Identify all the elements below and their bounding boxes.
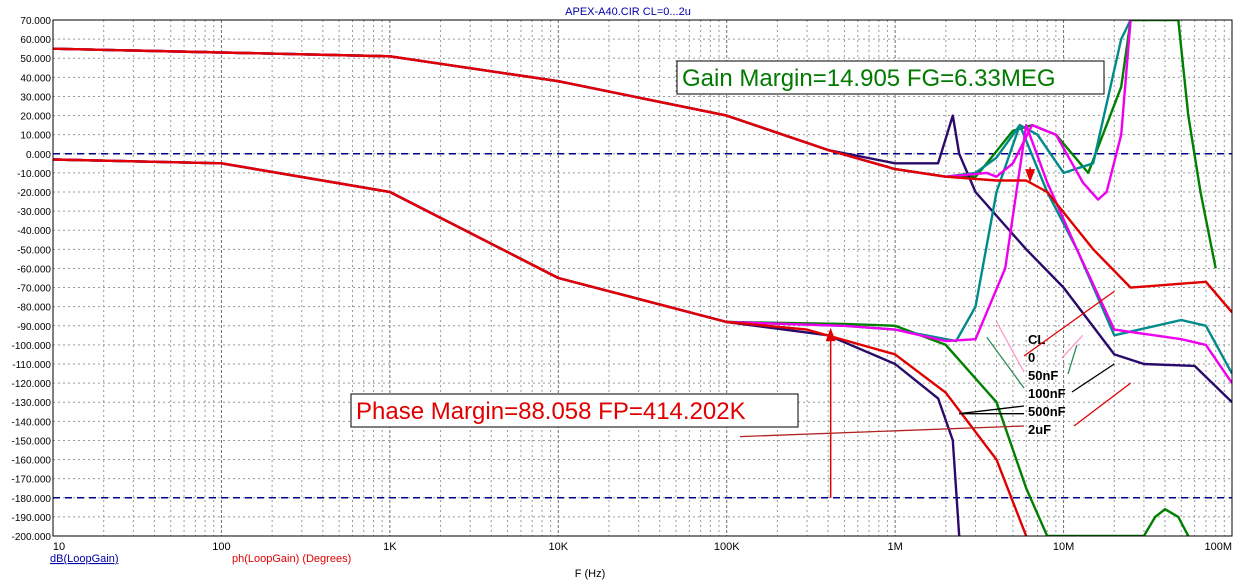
legend-entry-50nf: 50nF xyxy=(1028,368,1058,383)
y-tick-label: -140.000 xyxy=(12,417,52,428)
x-axis-label: F (Hz) xyxy=(575,568,606,580)
legend-leader-line xyxy=(1061,334,1084,359)
x-tick-label: 10M xyxy=(1053,541,1074,553)
legend-leader-line xyxy=(1073,382,1131,427)
plot-grid xyxy=(53,19,1232,537)
legend-entry-2uf: 2uF xyxy=(1028,422,1051,437)
legend-entry-0: 0 xyxy=(1028,350,1035,365)
y-tick-label: 70.000 xyxy=(20,16,51,27)
x-tick-label: 1K xyxy=(383,541,397,553)
y-tick-label: -120.000 xyxy=(12,379,52,390)
cl-legend: CL 0 50nF 100nF 500nF 2uF xyxy=(740,290,1131,438)
y-tick-label: -110.000 xyxy=(12,360,51,371)
legend-left-dB: dB(LoopGain) xyxy=(50,553,119,565)
y-tick-label: -160.000 xyxy=(12,456,52,467)
y-tick-label: 10.000 xyxy=(20,131,51,142)
phase-margin-label: Phase Margin=88.058 FP=414.202K xyxy=(356,398,746,425)
x-tick-label: 100M xyxy=(1204,541,1232,553)
x-tick-label: 100 xyxy=(212,541,230,553)
y-tick-label: -170.000 xyxy=(12,475,52,486)
x-tick-label: 10K xyxy=(548,541,568,553)
y-tick-label: -190.000 xyxy=(12,513,52,524)
legend-leader-line xyxy=(986,336,1025,389)
y-tick-label: -100.000 xyxy=(12,341,52,352)
y-tick-label: -40.000 xyxy=(17,226,51,237)
gain-margin-label: Gain Margin=14.905 FG=6.33MEG xyxy=(682,65,1056,92)
gain-margin-arrowhead xyxy=(1025,169,1036,183)
chart-title: APEX-A40.CIR CL=0...2u xyxy=(565,6,691,18)
y-tick-label: 40.000 xyxy=(20,73,51,84)
gain-curve-0 xyxy=(53,47,1232,314)
gain-margin-box: Gain Margin=14.905 FG=6.33MEG xyxy=(676,60,1105,95)
reference-lines xyxy=(53,153,1232,499)
legend-entry-100nf: 100nF xyxy=(1028,386,1066,401)
legend-leader-line xyxy=(959,405,1025,415)
x-tick-label: 100K xyxy=(714,541,740,553)
legend-leader-line xyxy=(1023,290,1115,357)
y-tick-label: 0.000 xyxy=(26,150,51,161)
y-tick-label: -70.000 xyxy=(17,284,51,295)
y-tick-label: -200.000 xyxy=(12,532,52,543)
y-tick-label: -90.000 xyxy=(17,322,51,333)
y-tick-label: -150.000 xyxy=(12,436,52,447)
phase-margin-box: Phase Margin=88.058 FP=414.202K xyxy=(350,393,799,428)
legend-right-phase: ph(LoopGain) (Degrees) xyxy=(232,553,351,565)
phase-margin-arrowhead xyxy=(825,327,836,342)
legend-title: CL xyxy=(1028,332,1045,347)
x-tick-label: 1M xyxy=(888,541,903,553)
y-tick-label: -130.000 xyxy=(12,398,52,409)
y-tick-label: -60.000 xyxy=(17,264,51,275)
x-tick-label: 10 xyxy=(53,541,65,553)
plot-frame xyxy=(52,19,1233,537)
phase-curve-0 xyxy=(53,158,1028,536)
y-tick-label: 50.000 xyxy=(20,54,51,65)
y-tick-label: -180.000 xyxy=(12,494,52,505)
axes: 70.000 60.000 50.000 40.000 30.000 20.000 10.0… xyxy=(12,16,1233,553)
legend-leader-line xyxy=(995,321,1025,373)
legend-leader-line xyxy=(1067,344,1078,375)
y-tick-label: -30.000 xyxy=(17,207,51,218)
legend-leader-line xyxy=(740,425,1025,438)
y-tick-label: -20.000 xyxy=(17,188,51,199)
legend-entry-500nf: 500nF xyxy=(1028,404,1066,419)
series-layer xyxy=(53,20,1232,536)
y-tick-label: -10.000 xyxy=(17,169,51,180)
y-tick-label: 30.000 xyxy=(20,92,51,103)
y-tick-label: 60.000 xyxy=(20,35,51,46)
y-tick-label: 20.000 xyxy=(20,112,51,123)
legend-leader-line xyxy=(1071,363,1115,393)
y-tick-label: -80.000 xyxy=(17,303,51,314)
y-tick-label: -50.000 xyxy=(17,245,51,256)
